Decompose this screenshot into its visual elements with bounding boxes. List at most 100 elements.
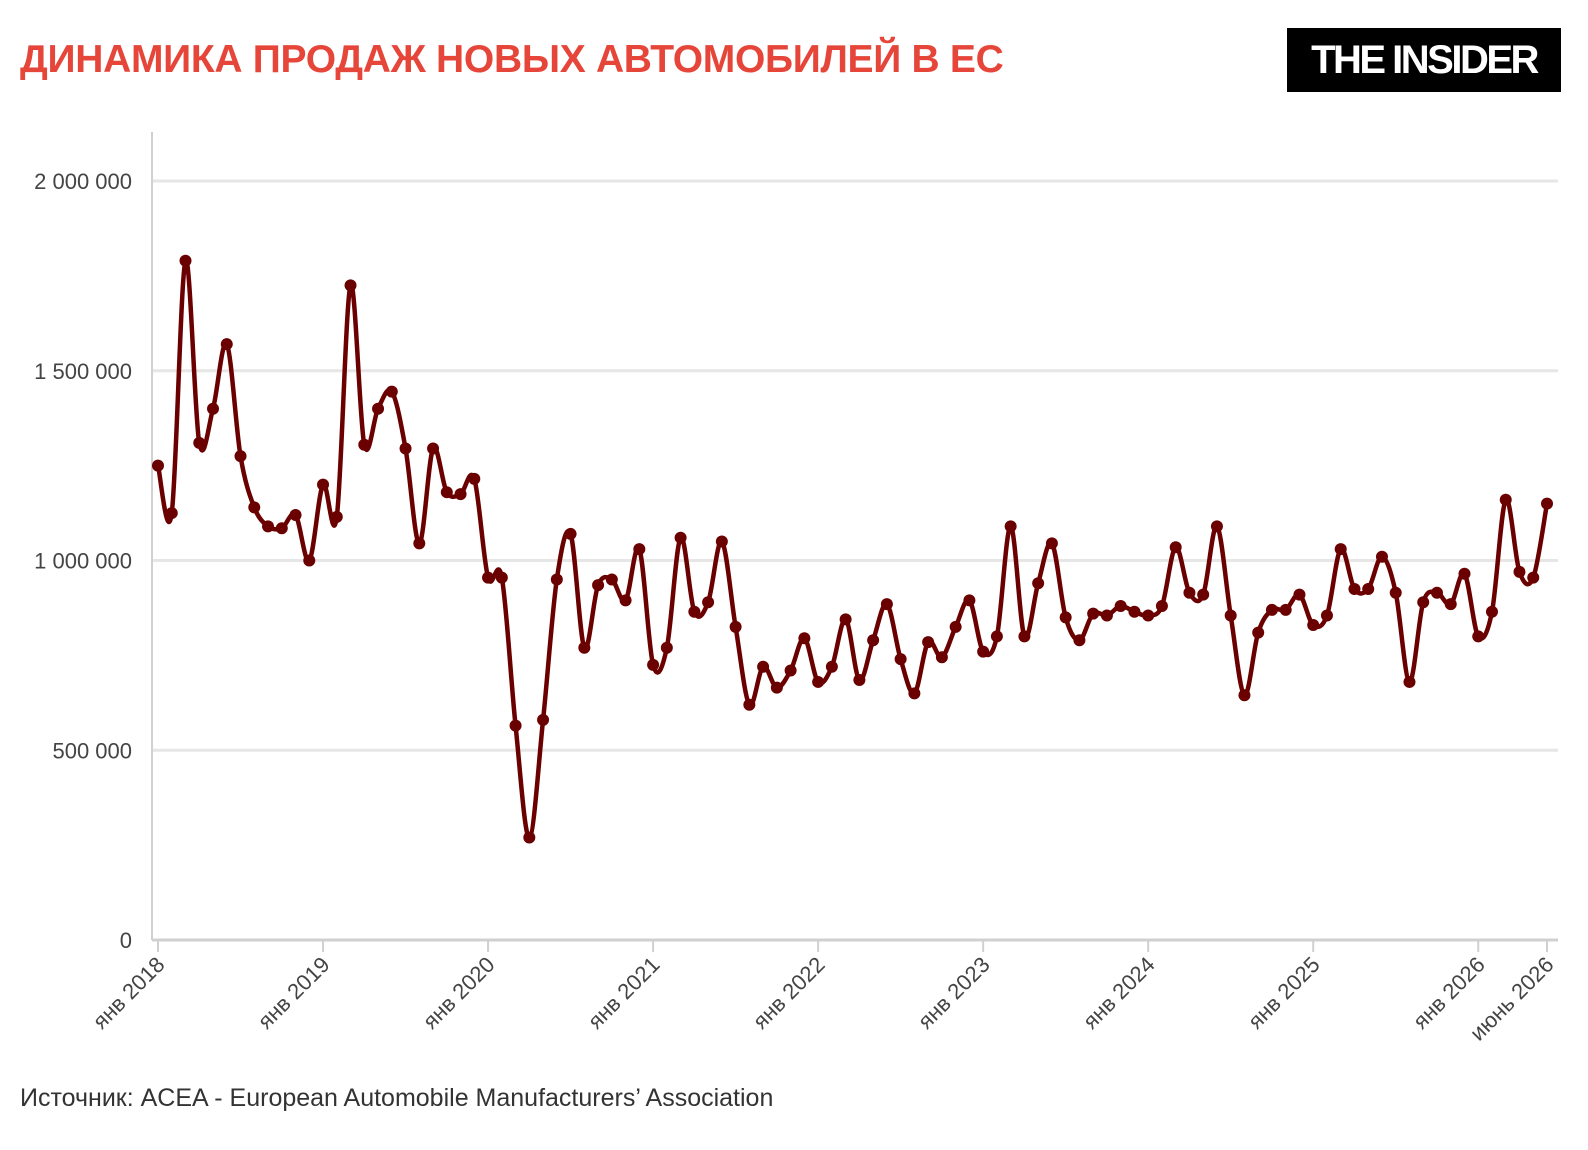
data-point xyxy=(1389,586,1402,599)
data-point xyxy=(1128,605,1141,618)
data-point xyxy=(1087,607,1100,620)
data-point xyxy=(440,486,453,499)
logo-text: THE INSIDER xyxy=(1311,37,1539,82)
data-point xyxy=(1430,586,1443,599)
data-point xyxy=(1334,543,1347,556)
data-point xyxy=(1403,675,1416,688)
data-point xyxy=(207,402,220,415)
data-point xyxy=(633,543,646,556)
data-point xyxy=(578,641,591,654)
data-point xyxy=(468,472,481,485)
data-point xyxy=(647,658,660,671)
data-point xyxy=(289,508,302,521)
data-point xyxy=(152,459,164,472)
data-point xyxy=(220,338,233,351)
data-points xyxy=(152,254,1553,844)
chart-title: ДИНАМИКА ПРОДАЖ НОВЫХ АВТОМОБИЛЕЙ В ЕС xyxy=(20,38,1004,81)
data-point xyxy=(592,579,605,592)
data-point xyxy=(1114,600,1127,613)
axes xyxy=(151,132,1548,952)
data-point xyxy=(564,527,577,540)
data-point xyxy=(550,573,563,586)
data-point xyxy=(729,620,742,633)
data-point xyxy=(275,522,288,535)
data-point xyxy=(303,554,316,567)
data-point xyxy=(1100,609,1113,622)
source-note: Источник: ACEA - European Automobile Man… xyxy=(20,1084,774,1112)
data-point xyxy=(1320,609,1333,622)
y-tick-label: 2 000 000 xyxy=(34,169,132,194)
data-point xyxy=(839,613,852,626)
data-point xyxy=(1417,596,1430,609)
data-point xyxy=(1252,626,1265,639)
data-point xyxy=(1444,598,1457,611)
data-point xyxy=(1224,609,1237,622)
data-point xyxy=(1485,605,1498,618)
x-tick-label: янв 2020 xyxy=(418,952,500,1034)
data-point xyxy=(977,645,990,658)
data-point xyxy=(1541,497,1553,510)
data-point xyxy=(1513,565,1526,578)
data-point xyxy=(179,254,192,267)
data-point xyxy=(495,571,508,584)
data-point xyxy=(1279,603,1292,616)
series-line xyxy=(155,258,1550,840)
data-point xyxy=(674,531,687,544)
data-point xyxy=(770,681,783,694)
data-point xyxy=(702,596,715,609)
data-point xyxy=(990,630,1003,643)
data-point xyxy=(853,674,866,687)
data-point xyxy=(1458,567,1471,580)
data-point xyxy=(935,651,948,664)
data-point xyxy=(1210,520,1223,533)
data-point xyxy=(1499,493,1512,506)
data-point xyxy=(1238,689,1251,702)
data-point xyxy=(1362,582,1375,595)
data-point xyxy=(922,636,935,649)
data-point xyxy=(165,507,178,520)
data-point xyxy=(193,436,206,449)
the-insider-logo[interactable]: THE INSIDER xyxy=(1287,28,1561,92)
data-point xyxy=(1142,609,1155,622)
data-point xyxy=(688,605,701,618)
data-point xyxy=(619,594,632,607)
data-point xyxy=(358,438,371,451)
data-point xyxy=(537,713,550,726)
x-tick-label: янв 2024 xyxy=(1078,952,1160,1034)
data-point xyxy=(262,520,275,533)
data-point xyxy=(660,641,673,654)
data-point xyxy=(1032,577,1045,590)
x-tick-label: янв 2021 xyxy=(583,952,665,1034)
data-point xyxy=(1472,630,1485,643)
data-point xyxy=(234,450,247,463)
line-chart: 0 500 000 1 000 000 1 500 000 2 000 000 янв … xyxy=(34,132,1559,1046)
data-point xyxy=(1375,550,1388,563)
x-axis-tick-labels: янв 2018 янв 2019 янв 2020 янв 2021 янв 2022… xyxy=(88,952,1559,1046)
data-point xyxy=(413,537,426,550)
data-point xyxy=(1348,582,1361,595)
data-point xyxy=(812,675,825,688)
data-point xyxy=(399,442,412,455)
data-point xyxy=(743,698,756,711)
data-point xyxy=(1004,520,1017,533)
x-tick-label: янв 2022 xyxy=(748,952,830,1034)
data-point xyxy=(1073,634,1086,647)
data-point xyxy=(248,501,261,514)
data-point xyxy=(798,632,811,645)
data-point xyxy=(757,660,770,673)
data-point xyxy=(825,660,838,673)
x-tick-label: янв 2019 xyxy=(253,952,335,1034)
x-tick-label: янв 2025 xyxy=(1243,952,1325,1034)
data-point xyxy=(1307,619,1320,632)
data-point xyxy=(880,598,893,611)
x-tick-label: янв 2023 xyxy=(913,952,995,1034)
y-axis-tick-labels: 0 500 000 1 000 000 1 500 000 2 000 000 xyxy=(34,169,132,953)
series-line-path xyxy=(155,258,1550,840)
data-point xyxy=(1293,588,1306,601)
data-point xyxy=(715,535,728,548)
data-point xyxy=(1045,537,1058,550)
y-tick-label: 500 000 xyxy=(52,738,132,763)
data-point xyxy=(330,510,343,523)
data-point xyxy=(344,279,357,292)
data-point xyxy=(317,478,330,491)
